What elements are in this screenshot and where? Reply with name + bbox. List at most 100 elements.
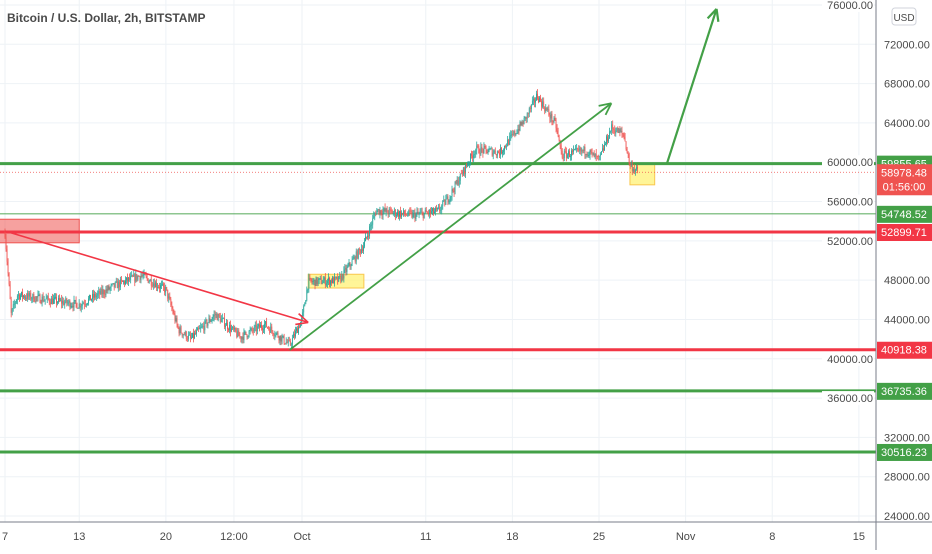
candle-body <box>525 116 527 120</box>
candle-body <box>316 277 318 285</box>
candle-body <box>33 294 35 302</box>
candle-body <box>37 294 39 298</box>
candle-body <box>14 302 16 305</box>
candle-body <box>75 299 77 304</box>
candle-body <box>116 281 118 289</box>
candle-body <box>585 154 587 155</box>
candle-body <box>85 304 87 306</box>
candle-body <box>16 295 18 300</box>
candle-body <box>304 304 306 307</box>
candle-body <box>591 152 593 153</box>
candle-body <box>381 213 383 216</box>
candle-body <box>24 295 25 298</box>
candle-body <box>375 214 377 215</box>
candle-body <box>184 331 186 335</box>
candle-body <box>487 151 489 154</box>
candle-body <box>58 298 59 303</box>
candle-body <box>565 151 567 158</box>
candle-body <box>280 335 282 342</box>
candle-body <box>309 277 311 279</box>
candle-body <box>365 236 366 242</box>
candle-body <box>500 148 501 156</box>
candle-body <box>482 148 484 153</box>
candle-body <box>597 156 599 157</box>
x-tick-label: 15 <box>853 531 865 543</box>
candle-body <box>238 330 240 337</box>
candle-body <box>456 179 458 184</box>
candle-body <box>140 275 142 280</box>
candle-body <box>49 302 51 305</box>
x-tick-label: 8 <box>769 531 775 543</box>
candle-body <box>125 280 126 285</box>
candle-body <box>99 291 101 295</box>
candle-body <box>453 190 455 193</box>
candle-body <box>29 292 31 297</box>
candle-body <box>599 154 601 156</box>
candle-body <box>326 280 328 284</box>
candle-body <box>443 199 445 202</box>
candle-body <box>96 295 98 298</box>
candle-body <box>31 298 33 300</box>
candle-body <box>449 197 451 202</box>
candle-body <box>47 296 49 300</box>
candle-body <box>253 326 255 332</box>
candle-body <box>28 293 30 297</box>
candle-body <box>569 151 570 157</box>
candle-body <box>117 281 119 289</box>
level-price-tag <box>877 205 932 223</box>
candle-body <box>343 269 345 279</box>
candle-body <box>360 249 362 253</box>
candle-body <box>142 275 144 277</box>
candle-body <box>174 313 176 321</box>
candle-body <box>104 294 106 296</box>
candle-body <box>399 211 400 217</box>
candle-body <box>478 146 480 154</box>
candle-body <box>535 100 536 103</box>
candle-body <box>355 251 357 262</box>
candle-body <box>23 295 24 298</box>
candle-body <box>534 98 535 103</box>
candle-body <box>459 173 461 181</box>
candle-body <box>351 259 353 266</box>
candle-body <box>179 327 181 334</box>
candle-body <box>486 149 488 154</box>
candle-body <box>537 93 538 99</box>
candle-body <box>611 124 613 132</box>
candle-body <box>164 286 166 293</box>
x-tick-label: 20 <box>160 531 172 543</box>
candle-body <box>494 150 496 155</box>
candle-body <box>207 322 209 326</box>
candle-body <box>352 258 354 260</box>
candle-body <box>341 274 343 282</box>
candle-body <box>492 152 494 156</box>
candle-body <box>440 209 442 211</box>
candle-body <box>581 149 583 152</box>
candle-body <box>239 336 241 337</box>
candle-body <box>191 337 192 339</box>
candle-body <box>264 324 265 330</box>
candle-body <box>462 167 464 175</box>
candle-body <box>215 313 217 316</box>
candle-body <box>69 300 71 308</box>
candle-body <box>274 335 276 337</box>
candle-body <box>539 97 540 103</box>
candle-body <box>108 286 110 290</box>
candle-body <box>165 287 167 293</box>
candle-body <box>501 148 502 154</box>
candle-body <box>584 146 586 155</box>
candle-body <box>385 208 387 212</box>
candle-body <box>313 279 315 281</box>
candle-body <box>94 293 96 298</box>
candle-body <box>374 214 376 216</box>
candle-body <box>54 297 55 299</box>
candle-body <box>273 334 275 336</box>
candle-body <box>92 293 93 299</box>
candle-body <box>218 314 220 317</box>
candle-body <box>200 327 202 329</box>
candle-body <box>615 131 617 134</box>
candle-body <box>138 276 140 277</box>
candle-body <box>421 211 423 213</box>
x-tick-label: Oct <box>293 531 310 543</box>
